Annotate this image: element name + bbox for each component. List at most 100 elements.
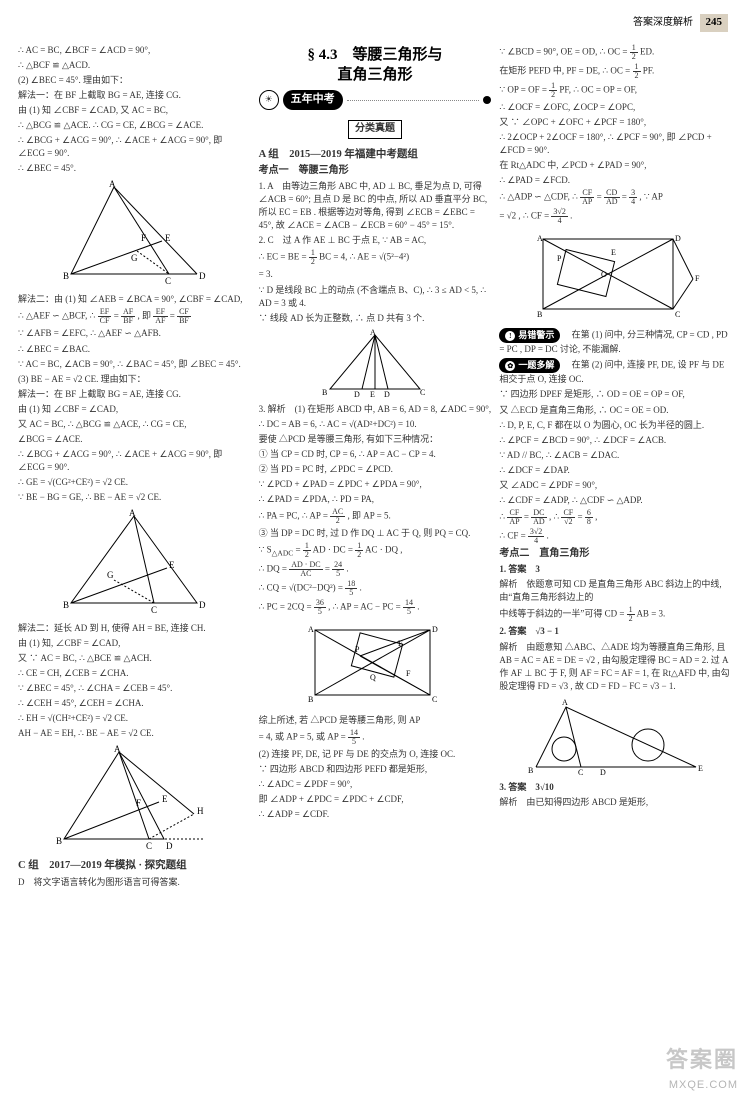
- text: 解析 由题意知 △ABC、△ADE 均为等腰直角三角形, 且 AB = AC =…: [499, 641, 732, 693]
- figure-4: A B C D E D: [320, 329, 430, 399]
- col-1: ∴ AC = BC, ∠BCF = ∠ACD = 90°, ∴ △BCF ≌ △…: [18, 44, 251, 1080]
- svg-text:C: C: [146, 841, 152, 851]
- text: 解析 依题意可知 CD 是直角三角形 ABC 斜边上的中线, 由“直角三角形斜边…: [499, 578, 732, 604]
- text: ∴ DQ = AD · DCAC = 245 .: [259, 561, 492, 578]
- text: ∴ PA = PC, ∴ AP =: [259, 511, 328, 521]
- svg-text:A: A: [562, 698, 568, 707]
- page-header: 答案深度解析 245: [633, 14, 728, 32]
- svg-text:B: B: [308, 695, 313, 704]
- section-title-line1: § 4.3 等腰三角形与: [259, 46, 492, 64]
- svg-text:B: B: [322, 388, 327, 397]
- figure-5: A D B C P E Q F: [300, 620, 450, 710]
- svg-text:Q: Q: [370, 673, 376, 682]
- text: AD · DC =: [313, 545, 353, 555]
- text: ∴ AC = BC, ∠BCF = ∠ACD = 90°,: [18, 44, 251, 57]
- dots-line: [347, 100, 480, 101]
- figure-1: A B C D E F G: [59, 179, 209, 289]
- text: 解析 由已知得四边形 ABCD 是矩形,: [499, 796, 732, 809]
- fraction: 3√24: [528, 528, 544, 545]
- fraction: 12: [549, 82, 557, 99]
- fraction: 12: [309, 249, 317, 266]
- text: ∴ 2∠OCP + 2∠OCF = 180°, ∴ ∠PCF = 90°, 即 …: [499, 131, 732, 157]
- col-2: § 4.3 等腰三角形与 直角三角形 ☀ 五年中考 分类真题 A 组 2015—…: [259, 44, 492, 1080]
- fraction: 12: [355, 542, 363, 559]
- text: ∵ D 是线段 BC 上的动点 (不含端点 B、C), ∴ 3 ≤ AD < 5…: [259, 284, 492, 310]
- text: ∴ ∠CDF = ∠ADP, ∴ △CDF ∽ △ADP.: [499, 494, 732, 507]
- text: ∴ ∠BCG + ∠ACG = 90°, ∴ ∠ACE + ∠ACG = 90°…: [18, 134, 251, 160]
- fraction: EFAF: [153, 308, 167, 325]
- text: ∴ ∠ADC = ∠PDF = 90°,: [259, 778, 492, 791]
- fraction: AFBF: [121, 308, 135, 325]
- text: ∵ AD // BC, ∴ ∠ACB = ∠DAC.: [499, 449, 732, 462]
- text: ∴ ∠PCF = ∠BCD = 90°, ∴ ∠DCF = ∠ACB.: [499, 434, 732, 447]
- text: =: [296, 545, 301, 555]
- svg-text:A: A: [114, 744, 121, 754]
- text: .: [570, 211, 572, 221]
- fraction: AD · DCAC: [289, 561, 322, 578]
- answer-2: 2. 答案 √3 − 1: [499, 625, 732, 638]
- svg-text:C: C: [675, 310, 680, 319]
- text: ∴ DQ =: [259, 564, 287, 574]
- text: ∴ CFAP = DCAD , ∴ CF√2 = 68 ,: [499, 509, 732, 526]
- text: ∴ PC = 2CQ = 365 , ∴ AP = AC − PC = 145 …: [259, 599, 492, 616]
- text: ∴ PC = 2CQ =: [259, 602, 312, 612]
- text: ∴ CF = 3√24 .: [499, 528, 732, 545]
- text: PF.: [643, 66, 655, 76]
- text: ,: [595, 511, 597, 521]
- text: = √2 , ∴ CF = 3√24 .: [499, 208, 732, 225]
- text: .: [547, 530, 549, 540]
- svg-text:B: B: [528, 766, 533, 775]
- svg-text:F: F: [695, 274, 700, 283]
- text: = 4, 或 AP = 5, 或 AP =: [259, 732, 346, 742]
- svg-text:B: B: [56, 836, 62, 846]
- svg-text:B: B: [63, 600, 69, 610]
- text: ∵ OP = OF =: [499, 85, 547, 95]
- text: ∵ AC = BC, ∠ACB = 90°, ∴ ∠BAC = 45°, 即 ∠…: [18, 358, 251, 371]
- text: ∵ ∠AFB = ∠EFC, ∴ △AEF ∽ △AFB.: [18, 327, 251, 340]
- text: =: [114, 311, 121, 321]
- text: .: [362, 732, 364, 742]
- hint-2: ✿一题多解 在第 (2) 问中, 连接 PF, DE, 设 PF 与 DE 相交…: [499, 358, 732, 386]
- fraction: CFAP: [507, 509, 521, 526]
- svg-text:D: D: [600, 768, 606, 777]
- answer-3: 3. 答案 3√10: [499, 781, 732, 794]
- text: ∴ ∠CEH = 45°, ∠CEH = ∠CHA.: [18, 697, 251, 710]
- sun-icon: ☀: [259, 90, 279, 110]
- text: ∵ 四边形 ABCD 和四边形 PEFD 都是矩形,: [259, 763, 492, 776]
- text: 3. 解析 (1) 在矩形 ABCD 中, AB = 6, AD = 8, ∠A…: [259, 403, 492, 416]
- text: ∴ DC = AB = 6, ∴ AC = √(AD²+DC²) = 10.: [259, 418, 492, 431]
- figure-2: A B C D E G: [59, 508, 209, 618]
- svg-text:F: F: [141, 233, 146, 243]
- figure-7: B A E C D: [526, 697, 706, 777]
- text: ∴ ∠DCF = ∠DAP.: [499, 464, 732, 477]
- text: ∴ ∠ADP = ∠CDF.: [259, 808, 492, 821]
- text: ∴ CQ = √(DC²−DQ²) =: [259, 583, 343, 593]
- svg-text:E: E: [165, 233, 171, 243]
- fraction: CFBF: [177, 308, 191, 325]
- page-number: 245: [700, 14, 729, 32]
- text: 解法二：延长 AD 到 H, 使得 AH = BE, 连接 CH.: [18, 622, 251, 635]
- text: 又 AC = BC, ∴ △BCG ≌ △ACE, ∴ CG = CE,: [18, 418, 251, 431]
- text: = √2 , ∴ CF =: [499, 211, 549, 221]
- text: 在 Rt△ADC 中, ∠PCD + ∠PAD = 90°,: [499, 159, 732, 172]
- hint-1: !易错警示 在第 (1) 问中, 分三种情况, CP = CD , PD = P…: [499, 328, 732, 356]
- figure-3: A B C D E H F: [54, 744, 214, 854]
- fraction: 245: [332, 561, 344, 578]
- fraction: CF√2: [561, 509, 575, 526]
- fraction: 365: [314, 599, 326, 616]
- hint-badge: ✿一题多解: [499, 358, 560, 373]
- text: 在矩形 PEFD 中, PF = DE, ∴ OC = 12 PF.: [499, 63, 732, 80]
- svg-text:G: G: [131, 253, 138, 263]
- svg-text:D: D: [384, 390, 390, 399]
- fraction: 185: [345, 580, 357, 597]
- sub-badge-wrap: 分类真题: [259, 116, 492, 143]
- text: AC · DQ ,: [365, 545, 403, 555]
- text: ∴ △ADP ∽ △CDF, ∴ CFAP = CDAD = 34 , ∵ AP: [499, 189, 732, 206]
- watermark-url: MXQE.COM: [669, 1078, 738, 1094]
- badge-row: ☀ 五年中考: [259, 90, 492, 110]
- text: ∠BCG = ∠ACE.: [18, 433, 251, 446]
- text: ∴ D, P, E, C, F 都在以 O 为圆心, OC 长为半径的圆上.: [499, 419, 732, 432]
- text: PF, ∴ OC = OP = OF,: [559, 85, 637, 95]
- svg-text:D: D: [199, 600, 206, 610]
- svg-text:C: C: [151, 605, 157, 615]
